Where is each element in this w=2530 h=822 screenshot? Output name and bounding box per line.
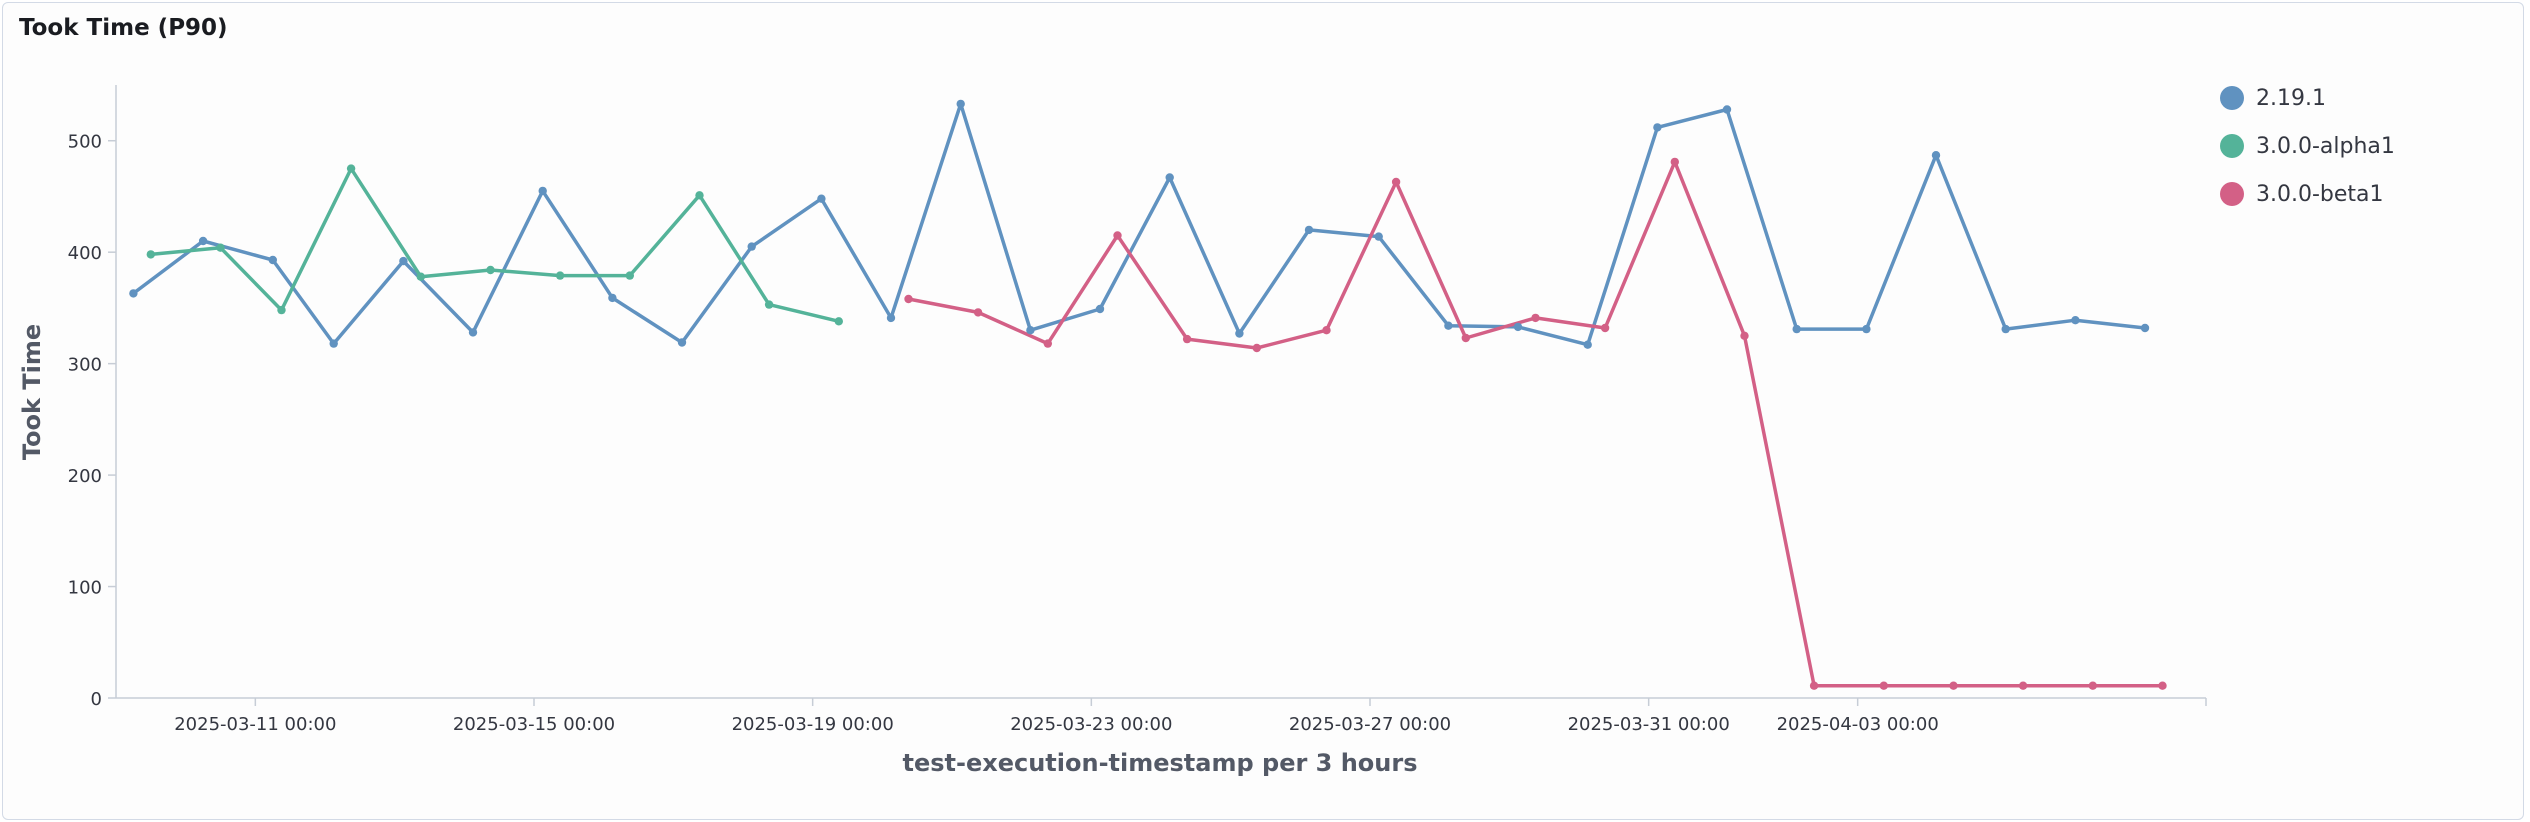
data-point[interactable]: [1043, 339, 1053, 348]
data-point[interactable]: [1931, 151, 1941, 160]
legend-dot-icon: [2220, 86, 2244, 110]
y-tick-label: 200: [68, 466, 102, 487]
data-point[interactable]: [277, 305, 286, 315]
y-tick-label: 300: [68, 355, 102, 376]
data-point[interactable]: [1722, 105, 1732, 114]
data-point[interactable]: [1252, 343, 1262, 353]
x-tick-label: 2025-03-11 00:00: [174, 714, 336, 735]
data-point[interactable]: [1740, 331, 1749, 340]
legend-dot-icon: [2220, 182, 2244, 206]
series-line-1: [150, 166, 840, 324]
series-line-0: [132, 102, 2146, 347]
y-axis-title: Took Time: [18, 324, 46, 460]
data-point[interactable]: [1600, 323, 1610, 333]
data-point[interactable]: [1513, 322, 1523, 332]
x-tick-label: 2025-03-15 00:00: [453, 714, 615, 735]
data-point[interactable]: [146, 250, 155, 259]
data-point[interactable]: [2001, 324, 2010, 334]
data-point[interactable]: [2088, 681, 2097, 690]
y-tick-label: 500: [68, 132, 102, 153]
data-point[interactable]: [973, 308, 983, 317]
x-tick-label: 2025-03-31 00:00: [1568, 714, 1730, 735]
data-point[interactable]: [1391, 177, 1401, 187]
panel-title: Took Time (P90): [19, 15, 228, 41]
data-point[interactable]: [1792, 324, 1801, 334]
data-point[interactable]: [1653, 123, 1662, 132]
data-point[interactable]: [198, 236, 208, 246]
data-point[interactable]: [1531, 313, 1540, 323]
data-point[interactable]: [747, 242, 756, 251]
data-point[interactable]: [1322, 326, 1331, 335]
data-point[interactable]: [834, 317, 843, 326]
data-point[interactable]: [346, 164, 356, 173]
data-point[interactable]: [1165, 173, 1174, 182]
data-point[interactable]: [625, 271, 634, 280]
legend-item[interactable]: 2.19.1: [2220, 74, 2395, 122]
data-point[interactable]: [1026, 326, 1035, 335]
data-point[interactable]: [1809, 681, 1819, 690]
legend-label: 3.0.0-beta1: [2256, 181, 2384, 207]
data-point[interactable]: [1670, 157, 1680, 167]
legend-label: 2.19.1: [2256, 85, 2326, 111]
data-point[interactable]: [1862, 324, 1871, 334]
y-tick-label: 0: [91, 689, 102, 710]
data-point[interactable]: [555, 271, 565, 280]
data-point[interactable]: [268, 255, 277, 265]
series-line-2: [908, 160, 2163, 688]
data-point[interactable]: [216, 243, 225, 252]
data-point[interactable]: [1461, 333, 1471, 343]
y-tick-label: 100: [68, 578, 102, 599]
series-lines: [132, 102, 2163, 688]
data-point[interactable]: [764, 300, 774, 309]
series-points: [129, 99, 2167, 690]
data-point[interactable]: [399, 256, 408, 266]
data-point[interactable]: [2071, 316, 2080, 325]
data-point[interactable]: [416, 272, 425, 281]
data-point[interactable]: [1949, 681, 1958, 690]
data-point[interactable]: [1235, 329, 1244, 338]
data-point[interactable]: [904, 294, 913, 304]
legend-label: 3.0.0-alpha1: [2256, 133, 2395, 159]
legend-dot-icon: [2220, 134, 2244, 158]
x-tick-label: 2025-04-03 00:00: [1777, 714, 1939, 735]
data-point[interactable]: [1113, 231, 1122, 240]
data-point[interactable]: [538, 186, 547, 196]
x-axis-title: test-execution-timestamp per 3 hours: [902, 749, 1417, 777]
x-tick-label: 2025-03-19 00:00: [732, 714, 894, 735]
data-point[interactable]: [1444, 321, 1453, 330]
data-point[interactable]: [486, 265, 495, 275]
data-point[interactable]: [1374, 232, 1383, 241]
axes: 0 100 200 300 400 500 2025-03-11 00:00 2025-03-…: [68, 85, 2207, 735]
data-point[interactable]: [817, 194, 826, 203]
y-tick-label: 400: [68, 243, 102, 264]
data-point[interactable]: [1583, 340, 1592, 349]
legend: 2.19.1 3.0.0-alpha1 3.0.0-beta1: [2220, 74, 2395, 218]
data-point[interactable]: [956, 99, 965, 109]
legend-item[interactable]: 3.0.0-beta1: [2220, 170, 2395, 218]
data-point[interactable]: [1304, 225, 1314, 235]
data-point[interactable]: [608, 293, 617, 303]
data-point[interactable]: [2158, 681, 2167, 690]
data-point[interactable]: [129, 289, 138, 298]
legend-item[interactable]: 3.0.0-alpha1: [2220, 122, 2395, 170]
data-point[interactable]: [1182, 334, 1192, 344]
data-point[interactable]: [1095, 304, 1105, 314]
data-point[interactable]: [2018, 681, 2028, 690]
data-point[interactable]: [1879, 681, 1889, 690]
data-point[interactable]: [468, 328, 478, 337]
data-point[interactable]: [695, 191, 704, 200]
x-tick-label: 2025-03-23 00:00: [1010, 714, 1172, 735]
x-tick-label: 2025-03-27 00:00: [1289, 714, 1451, 735]
data-point[interactable]: [329, 339, 338, 348]
data-point[interactable]: [2140, 323, 2150, 333]
data-point[interactable]: [677, 338, 687, 347]
data-point[interactable]: [886, 313, 896, 323]
